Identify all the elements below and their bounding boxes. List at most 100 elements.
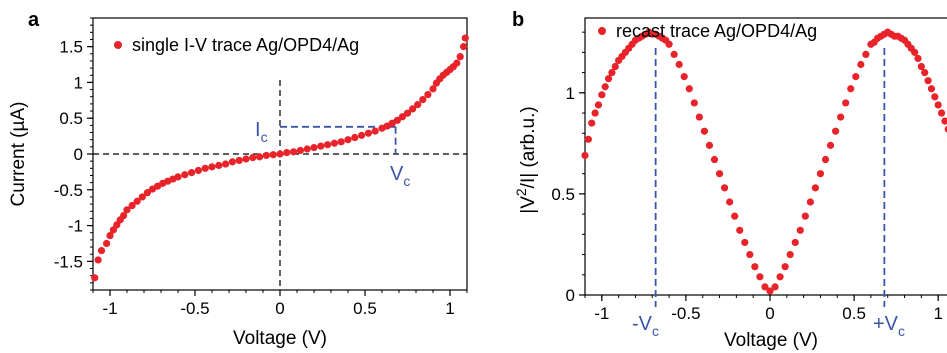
panel-b-data-point (700, 127, 709, 135)
panel-b-legend-label: recast trace Ag/OPD4/Ag (616, 21, 817, 41)
panel-a-data-point (398, 113, 406, 121)
panel-a-data-point (94, 256, 102, 264)
panel-b-data-point (720, 184, 729, 192)
panel-b-data-point (608, 68, 616, 77)
panel-b-points (581, 28, 947, 295)
panel-a-data-point (133, 197, 141, 205)
panel-a-data-point (106, 232, 114, 240)
panel-b: b -1 -0.5 0 0.5 1 0 0.5 1 recast trace Ag/OPD4/… (512, 9, 947, 351)
panel-a-data-point (91, 274, 99, 282)
panel-b-data-point (806, 198, 814, 206)
panel-b-data-point (811, 184, 820, 192)
panel-b-data-point (862, 50, 870, 58)
panel-a: a -1 -0.5 0 0.5 1 -1.5 -1 -0.5 0 0.5 1 1.5 single I… (8, 9, 469, 349)
panel-b-data-point (756, 273, 764, 281)
panel-b-neg-vc-label: -Vc (632, 313, 659, 339)
panel-b-data-point (670, 50, 678, 58)
panel-b-data-point (584, 135, 592, 143)
panel-a-data-point (283, 148, 291, 157)
panel-b-data-point (831, 127, 840, 135)
panel-a-data-point (344, 136, 352, 144)
panel-b-xtick-label: 1 (933, 304, 942, 323)
panel-a-data-point (228, 158, 236, 166)
panel-a-data-point (97, 247, 106, 255)
panel-b-ytick-label: 1 (566, 84, 575, 103)
panel-b-data-point (924, 77, 932, 85)
panel-a-data-point (296, 146, 304, 155)
panel-a-xtick-label: 0 (275, 299, 284, 318)
panel-a-data-point (461, 34, 469, 42)
panel-a-data-point (143, 189, 151, 197)
panel-b-letter: b (512, 9, 524, 31)
panel-a-data-point (290, 148, 298, 156)
panel-a-data-point (393, 116, 401, 124)
panel-b-plot-frame (584, 17, 947, 296)
panel-a-ytick-label: -0.5 (54, 181, 83, 200)
panel-b-data-point (847, 85, 855, 93)
panel-a-data-point (303, 145, 311, 153)
panel-b-data-point (731, 212, 739, 220)
panel-b-data-point (801, 212, 809, 220)
panel-b-guides (654, 48, 886, 307)
panel-a-ytick-label: 0.5 (59, 109, 83, 128)
panel-a-data-point (351, 133, 359, 142)
panel-a-data-point (364, 129, 372, 137)
panel-b-data-point (736, 226, 744, 234)
panel-a-data-point (242, 155, 250, 163)
panel-b-data-point (690, 99, 698, 107)
panel-a-legend-marker (114, 41, 122, 49)
panel-b-data-point (705, 141, 714, 149)
panel-a-data-point (429, 85, 437, 93)
panel-b-data-point (598, 91, 606, 99)
panel-b-xtick-label: -1 (594, 304, 609, 323)
panel-a-data-point (403, 109, 412, 117)
panel-a-data-point (194, 166, 202, 175)
panel-a-data-point (310, 143, 318, 152)
panel-a-data-point (456, 53, 464, 61)
panel-b-data-point (581, 151, 589, 160)
panel-a-data-point (249, 153, 257, 162)
panel-b-data-point (588, 119, 596, 127)
panel-b-data-point (751, 263, 759, 271)
panel-a-data-point (330, 139, 338, 147)
panel-a-xtick-label: 1 (445, 299, 454, 318)
panel-a-data-point (188, 169, 196, 177)
panel-b-data-point (852, 73, 860, 81)
panel-b-data-point (791, 238, 799, 247)
panel-a-data-point (181, 171, 189, 179)
panel-a-data-point (120, 211, 128, 220)
panel-a-data-point (269, 151, 277, 159)
panel-b-ytick-label: 0 (566, 286, 575, 305)
panel-b-data-point (816, 170, 825, 178)
panel-a-ytick-label: 1 (74, 73, 83, 92)
panel-a-data-point (414, 101, 422, 109)
panel-a-data-point (235, 156, 243, 165)
panel-a-data-point (174, 173, 182, 181)
panel-a-data-point (222, 160, 230, 168)
panel-b-data-point (604, 75, 613, 83)
panel-a-ic-label: Ic (255, 119, 268, 145)
panel-b-data-point (911, 48, 919, 56)
panel-b-legend-marker (598, 27, 606, 35)
panel-b-data-point (941, 117, 947, 125)
panel-a-data-point (262, 151, 270, 160)
panel-a-data-point (276, 150, 284, 158)
panel-b-ticks: -1 -0.5 0 0.5 1 0 0.5 1 (551, 31, 943, 323)
panel-a-data-point (337, 138, 345, 146)
panel-a-ytick-label: -1.5 (54, 252, 83, 271)
panel-b-data-point (857, 60, 865, 69)
panel-a-data-point (256, 153, 264, 161)
panel-b-ylabel: |V2/I| (arb.u.) (513, 106, 539, 213)
panel-a-data-point (103, 239, 111, 248)
panel-b-data-point (594, 101, 603, 109)
panel-a-ytick-label: -1 (68, 217, 83, 236)
panel-b-xtick-label: -0.5 (671, 304, 700, 323)
panel-b-data-point (944, 125, 947, 133)
panel-b-data-point (591, 109, 599, 117)
panel-a-data-point (453, 59, 461, 67)
panel-b-xtick-label: 0.5 (842, 304, 866, 323)
panel-a-data-point (317, 142, 325, 150)
panel-a-vc-label: Vc (390, 163, 410, 189)
panel-a-data-point (215, 161, 223, 170)
